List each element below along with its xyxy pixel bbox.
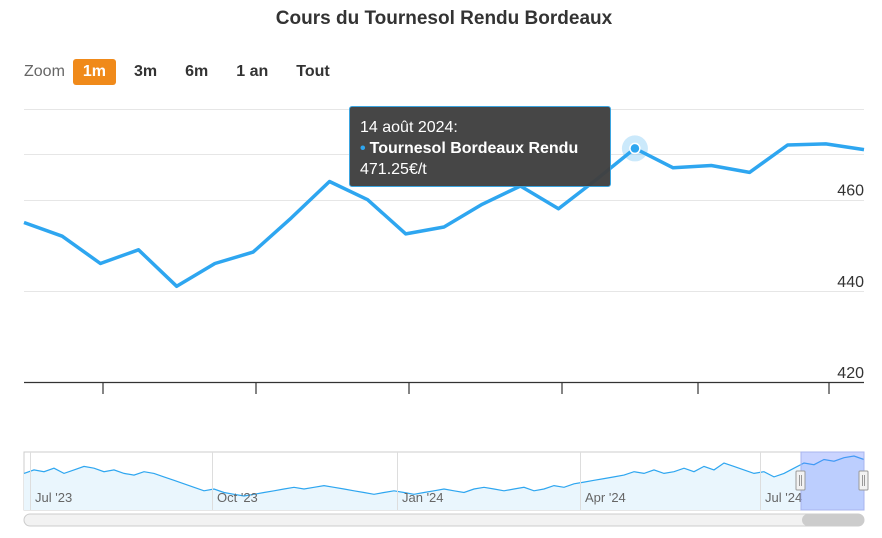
navigator-grid bbox=[30, 452, 761, 510]
navigator-label: Jul '23 bbox=[35, 490, 72, 505]
zoom-label: Zoom bbox=[24, 63, 65, 80]
navigator-label: Apr '24 bbox=[585, 490, 626, 505]
zoom-button-6m[interactable]: 6m bbox=[185, 63, 209, 80]
zoom-button-all[interactable]: Tout bbox=[296, 63, 330, 80]
y-tick-label: 460 bbox=[837, 183, 864, 200]
tooltip: 14 août 2024: • Tournesol Bordeaux Rendu … bbox=[349, 106, 611, 187]
tooltip-series-dot-icon: • bbox=[360, 140, 366, 157]
series-line bbox=[23, 142, 865, 289]
tooltip-series-name: Tournesol Bordeaux Rendu bbox=[369, 140, 579, 157]
navigator-series-area bbox=[24, 456, 864, 510]
navigator-label: Oct '23 bbox=[217, 490, 258, 505]
zoom-button-1an[interactable]: 1 an bbox=[236, 63, 269, 80]
zoom-button-1m[interactable]: 1m bbox=[72, 59, 117, 85]
navigator-series-line bbox=[23, 455, 865, 497]
y-tick-label: 440 bbox=[837, 274, 864, 291]
navigator-handle-right[interactable] bbox=[858, 470, 869, 491]
tooltip-date: 14 août 2024: bbox=[360, 119, 458, 136]
navigator[interactable]: Jul '23 Oct '23 Jan '24 Apr '24 Jul '24 bbox=[23, 451, 869, 511]
x-axis bbox=[24, 381, 864, 394]
scrollbar[interactable] bbox=[23, 513, 865, 527]
hover-marker bbox=[621, 135, 648, 162]
zoom-bar: Zoom 1m 3m 6m 1 an Tout bbox=[24, 58, 348, 86]
tooltip-series: • Tournesol Bordeaux Rendu bbox=[360, 138, 600, 159]
tooltip-value: 471.25€/t bbox=[360, 161, 427, 178]
scrollbar-thumb[interactable] bbox=[802, 514, 864, 526]
navigator-label: Jul '24 bbox=[765, 490, 802, 505]
y-tick-label: 420 bbox=[837, 365, 864, 382]
chart-title: Cours du Tournesol Rendu Bordeaux bbox=[275, 8, 613, 29]
hover-point bbox=[629, 142, 641, 155]
navigator-selection[interactable] bbox=[800, 451, 865, 511]
navigator-handle-left[interactable] bbox=[795, 470, 806, 491]
navigator-labels: Jul '23 Oct '23 Jan '24 Apr '24 Jul '24 bbox=[35, 490, 802, 505]
navigator-label: Jan '24 bbox=[402, 490, 444, 505]
zoom-button-3m[interactable]: 3m bbox=[134, 63, 158, 80]
y-axis-labels: 420 440 460 bbox=[837, 183, 864, 382]
scrollbar-track[interactable] bbox=[23, 513, 865, 527]
